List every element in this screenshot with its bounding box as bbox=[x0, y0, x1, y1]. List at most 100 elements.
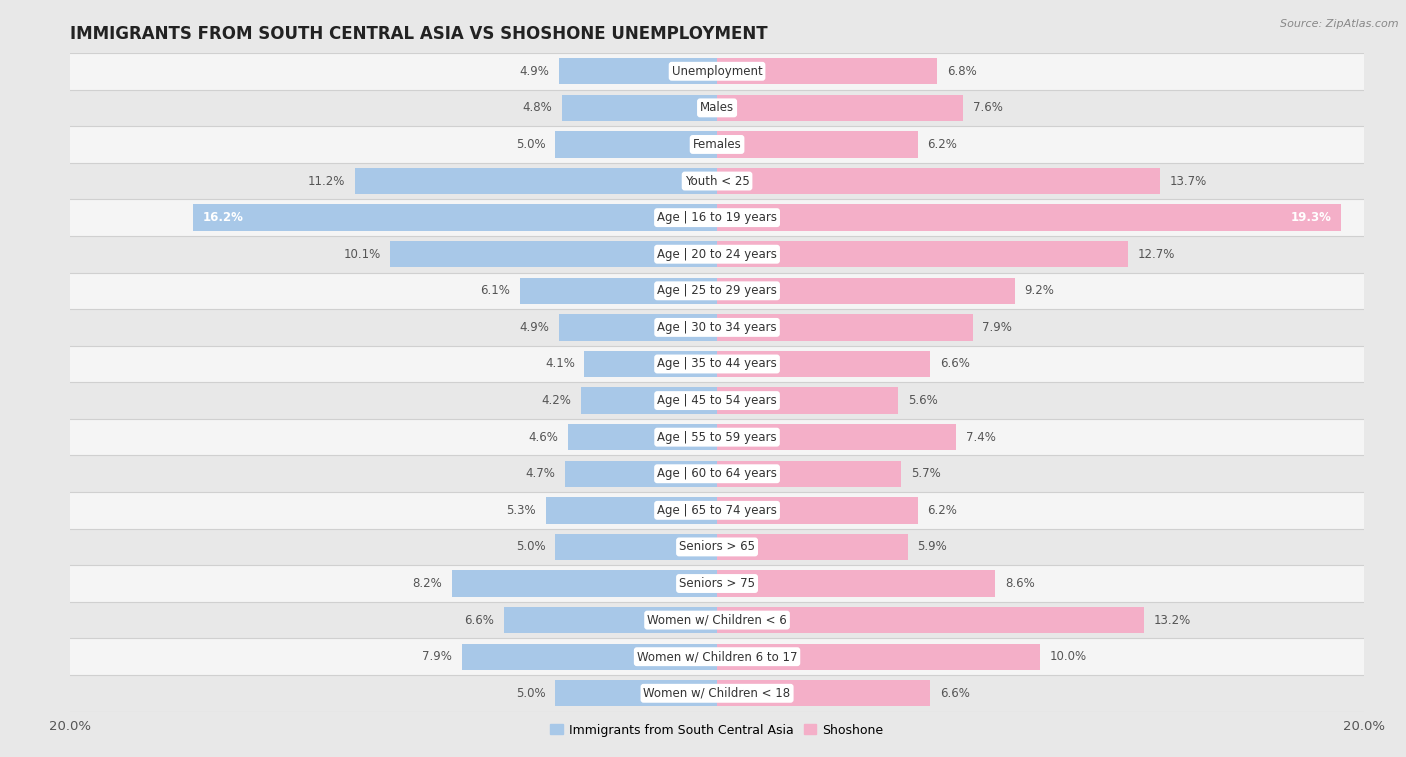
Bar bbox=[70, 456, 1364, 492]
Text: 6.6%: 6.6% bbox=[941, 687, 970, 699]
Text: 10.0%: 10.0% bbox=[1050, 650, 1087, 663]
Text: Source: ZipAtlas.com: Source: ZipAtlas.com bbox=[1281, 19, 1399, 29]
Bar bbox=[717, 643, 1040, 670]
Bar bbox=[555, 680, 717, 706]
Text: 8.6%: 8.6% bbox=[1005, 577, 1035, 590]
Text: Age | 30 to 34 years: Age | 30 to 34 years bbox=[657, 321, 778, 334]
Text: 7.6%: 7.6% bbox=[973, 101, 1002, 114]
Text: 4.9%: 4.9% bbox=[519, 321, 548, 334]
Bar bbox=[70, 126, 1364, 163]
Bar bbox=[70, 675, 1364, 712]
Text: Age | 60 to 64 years: Age | 60 to 64 years bbox=[657, 467, 778, 480]
Bar bbox=[585, 350, 717, 377]
Bar bbox=[717, 680, 931, 706]
Text: Males: Males bbox=[700, 101, 734, 114]
Text: 6.1%: 6.1% bbox=[481, 285, 510, 298]
Bar bbox=[503, 607, 717, 634]
Text: Age | 25 to 29 years: Age | 25 to 29 years bbox=[657, 285, 778, 298]
Text: 7.9%: 7.9% bbox=[422, 650, 451, 663]
Text: 6.2%: 6.2% bbox=[928, 504, 957, 517]
Text: Age | 20 to 24 years: Age | 20 to 24 years bbox=[657, 248, 778, 260]
Text: Seniors > 65: Seniors > 65 bbox=[679, 540, 755, 553]
Bar bbox=[717, 131, 918, 157]
Text: 10.1%: 10.1% bbox=[343, 248, 381, 260]
Bar bbox=[717, 570, 995, 597]
Text: Youth < 25: Youth < 25 bbox=[685, 175, 749, 188]
Bar bbox=[70, 492, 1364, 528]
Bar bbox=[562, 95, 717, 121]
Text: 4.9%: 4.9% bbox=[519, 65, 548, 78]
Text: Women w/ Children < 6: Women w/ Children < 6 bbox=[647, 614, 787, 627]
Bar bbox=[717, 314, 973, 341]
Text: Age | 16 to 19 years: Age | 16 to 19 years bbox=[657, 211, 778, 224]
Text: 7.4%: 7.4% bbox=[966, 431, 995, 444]
Text: Women w/ Children < 18: Women w/ Children < 18 bbox=[644, 687, 790, 699]
Bar bbox=[354, 168, 717, 195]
Bar bbox=[568, 424, 717, 450]
Bar bbox=[70, 163, 1364, 199]
Bar bbox=[717, 460, 901, 487]
Bar bbox=[70, 309, 1364, 346]
Bar bbox=[391, 241, 717, 267]
Text: Age | 55 to 59 years: Age | 55 to 59 years bbox=[657, 431, 778, 444]
Text: 6.2%: 6.2% bbox=[928, 138, 957, 151]
Bar bbox=[717, 607, 1144, 634]
Text: Age | 65 to 74 years: Age | 65 to 74 years bbox=[657, 504, 778, 517]
Bar bbox=[70, 602, 1364, 638]
Bar bbox=[70, 236, 1364, 273]
Bar bbox=[70, 89, 1364, 126]
Bar bbox=[717, 534, 908, 560]
Text: 4.1%: 4.1% bbox=[546, 357, 575, 370]
Text: 8.2%: 8.2% bbox=[412, 577, 441, 590]
Bar bbox=[520, 278, 717, 304]
Bar bbox=[717, 424, 956, 450]
Text: 4.7%: 4.7% bbox=[526, 467, 555, 480]
Text: 5.9%: 5.9% bbox=[918, 540, 948, 553]
Bar bbox=[717, 497, 918, 524]
Bar bbox=[70, 565, 1364, 602]
Bar bbox=[70, 273, 1364, 309]
Bar bbox=[581, 388, 717, 414]
Bar bbox=[451, 570, 717, 597]
Bar bbox=[546, 497, 717, 524]
Bar bbox=[461, 643, 717, 670]
Text: Age | 45 to 54 years: Age | 45 to 54 years bbox=[657, 394, 778, 407]
Bar bbox=[717, 388, 898, 414]
Text: Unemployment: Unemployment bbox=[672, 65, 762, 78]
Bar bbox=[717, 241, 1128, 267]
Text: 6.8%: 6.8% bbox=[946, 65, 976, 78]
Bar bbox=[70, 638, 1364, 675]
Bar bbox=[717, 168, 1160, 195]
Text: Seniors > 75: Seniors > 75 bbox=[679, 577, 755, 590]
Text: 11.2%: 11.2% bbox=[308, 175, 344, 188]
Bar bbox=[555, 534, 717, 560]
Text: 5.0%: 5.0% bbox=[516, 687, 546, 699]
Bar bbox=[558, 314, 717, 341]
Bar bbox=[70, 419, 1364, 456]
Text: 19.3%: 19.3% bbox=[1291, 211, 1331, 224]
Text: 9.2%: 9.2% bbox=[1024, 285, 1054, 298]
Text: 6.6%: 6.6% bbox=[464, 614, 494, 627]
Text: IMMIGRANTS FROM SOUTH CENTRAL ASIA VS SHOSHONE UNEMPLOYMENT: IMMIGRANTS FROM SOUTH CENTRAL ASIA VS SH… bbox=[70, 25, 768, 43]
Bar bbox=[717, 204, 1341, 231]
Text: 4.8%: 4.8% bbox=[523, 101, 553, 114]
Text: 16.2%: 16.2% bbox=[202, 211, 243, 224]
Bar bbox=[558, 58, 717, 85]
Text: Women w/ Children 6 to 17: Women w/ Children 6 to 17 bbox=[637, 650, 797, 663]
Bar bbox=[717, 58, 936, 85]
Bar bbox=[70, 199, 1364, 236]
Bar bbox=[70, 382, 1364, 419]
Text: Females: Females bbox=[693, 138, 741, 151]
Text: 5.6%: 5.6% bbox=[908, 394, 938, 407]
Bar bbox=[565, 460, 717, 487]
Bar bbox=[193, 204, 717, 231]
Bar bbox=[70, 346, 1364, 382]
Text: 7.9%: 7.9% bbox=[983, 321, 1012, 334]
Text: 13.7%: 13.7% bbox=[1170, 175, 1206, 188]
Text: 5.0%: 5.0% bbox=[516, 138, 546, 151]
Bar bbox=[70, 53, 1364, 89]
Bar bbox=[717, 278, 1015, 304]
Text: Age | 35 to 44 years: Age | 35 to 44 years bbox=[657, 357, 778, 370]
Text: 4.2%: 4.2% bbox=[541, 394, 571, 407]
Text: 6.6%: 6.6% bbox=[941, 357, 970, 370]
